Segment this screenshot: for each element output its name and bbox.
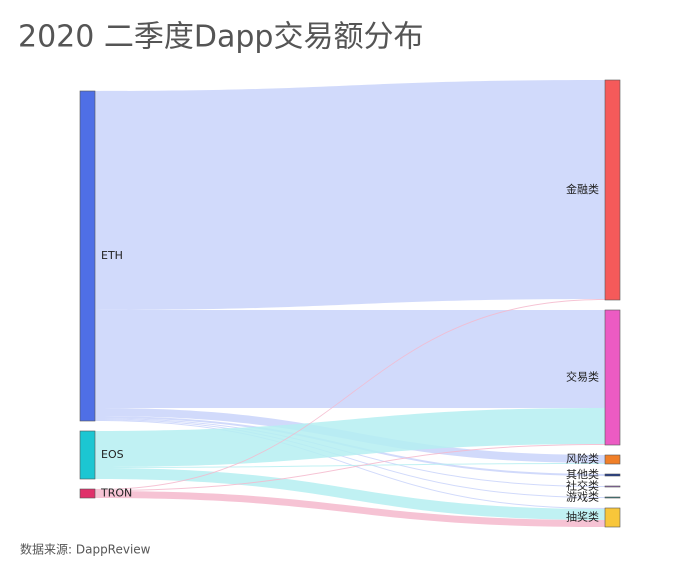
node-label: ETH <box>101 249 123 262</box>
node <box>79 488 96 499</box>
link <box>95 420 605 509</box>
source-note: 数据来源: DappReview <box>20 542 151 557</box>
node-label: 游戏类 <box>566 490 599 504</box>
link <box>95 408 605 467</box>
node-label: 金融类 <box>566 182 599 196</box>
node <box>604 485 621 488</box>
chart-title: 2020 二季度Dapp交易额分布 <box>18 20 423 55</box>
node-label: 交易类 <box>566 370 599 384</box>
node <box>604 496 621 499</box>
link <box>95 419 605 498</box>
node <box>79 90 96 422</box>
links <box>95 80 605 527</box>
node-label: 风险类 <box>566 452 599 466</box>
node <box>604 507 621 528</box>
link <box>95 444 605 491</box>
link <box>95 310 605 408</box>
link <box>95 80 605 310</box>
node-label: 其他类 <box>566 467 599 481</box>
node <box>604 309 621 446</box>
node-label: EOS <box>101 448 124 461</box>
node <box>604 473 621 477</box>
node <box>604 79 621 301</box>
node-label: 社交类 <box>566 479 599 493</box>
node <box>604 454 621 465</box>
link <box>95 463 605 468</box>
link <box>95 491 605 527</box>
node-label: TRON <box>100 487 132 500</box>
node <box>79 430 96 480</box>
node-label: 抽奖类 <box>566 510 599 524</box>
link <box>95 299 605 490</box>
link <box>95 468 605 520</box>
